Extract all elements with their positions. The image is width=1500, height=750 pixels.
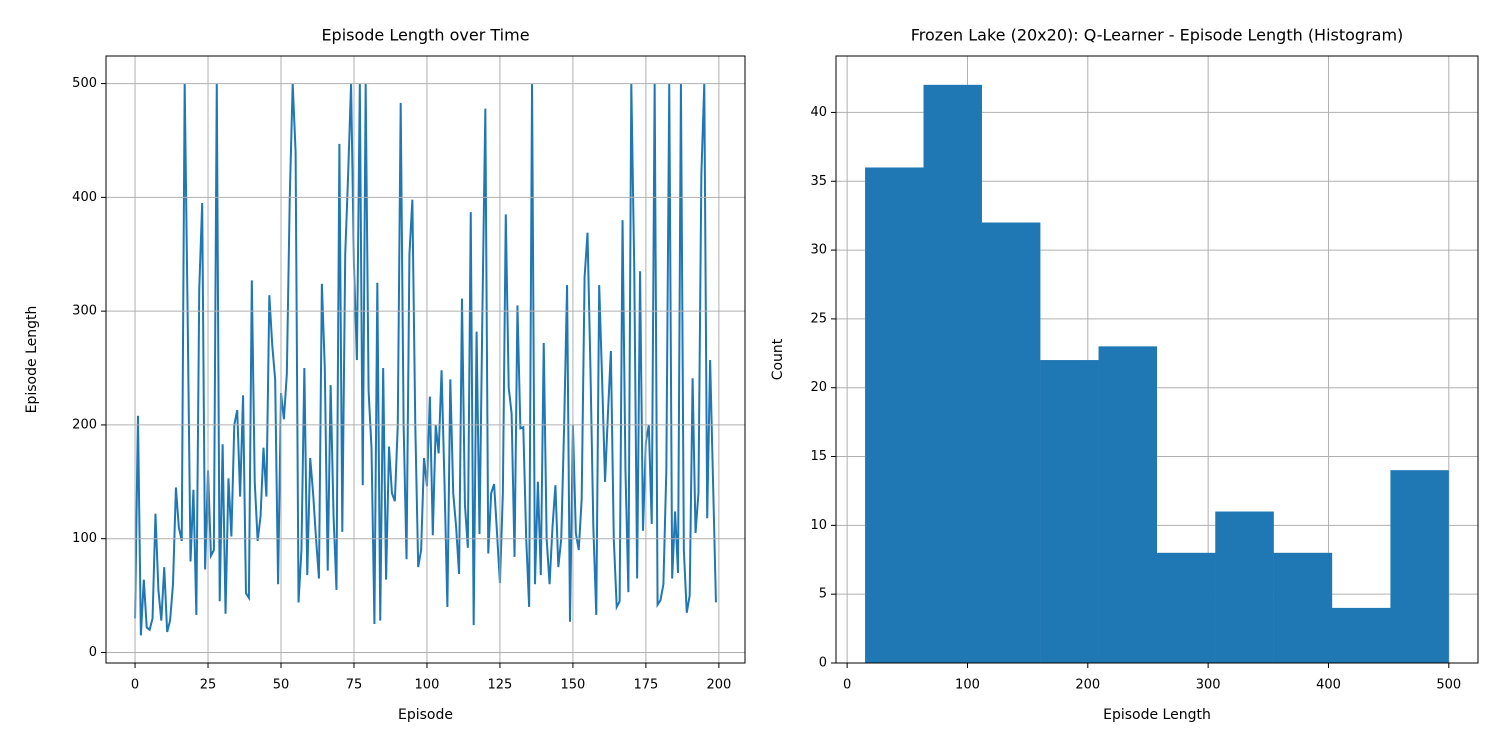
histogram-bar [1332,607,1391,663]
x-axis-label: Episode Length [1103,707,1211,723]
x-tick-label: 175 [633,678,658,693]
y-tick-label: 40 [810,105,827,120]
y-tick-label: 100 [72,531,97,546]
y-tick-label: 30 [810,243,827,258]
x-tick-label: 25 [200,678,217,693]
x-tick-label: 200 [706,678,731,693]
x-tick-label: 100 [415,678,440,693]
x-axis-label: Episode [398,707,453,723]
y-axis-label: Count [770,338,786,380]
y-tick-label: 200 [72,417,97,432]
chart-title: Episode Length over Time [321,26,529,45]
x-tick-label: 0 [843,678,851,693]
y-tick-label: 0 [89,645,97,660]
chart-title: Frozen Lake (20x20): Q-Learner - Episode… [911,26,1404,45]
y-tick-label: 15 [810,449,827,464]
y-tick-label: 35 [810,174,827,189]
histogram-bar [865,167,924,663]
x-tick-label: 75 [346,678,363,693]
histogram-bar [923,84,982,663]
x-tick-label: 125 [488,678,513,693]
y-tick-label: 25 [810,311,827,326]
axes-frame [835,55,1479,664]
y-tick-label: 400 [72,190,97,205]
x-tick-label: 400 [1316,678,1341,693]
y-tick-label: 10 [810,518,827,533]
line-series [134,83,717,636]
y-tick-label: 500 [72,76,97,91]
histogram-bar [1098,346,1157,663]
x-tick-label: 200 [1075,678,1100,693]
histogram-bar [1215,511,1274,663]
x-tick-label: 100 [955,678,980,693]
y-tick-label: 0 [819,656,827,671]
y-axis-label: Episode Length [24,306,40,414]
y-tick-label: 5 [819,587,827,602]
x-tick-label: 50 [273,678,290,693]
x-tick-label: 500 [1436,678,1461,693]
histogram-bar [1040,360,1099,663]
axes-frame [105,55,746,664]
histogram-bar [1273,552,1333,663]
x-tick-label: 0 [131,678,139,693]
x-tick-label: 300 [1196,678,1221,693]
histogram-bar [1390,470,1449,663]
y-tick-label: 300 [72,304,97,319]
histogram-bar [1157,552,1216,663]
histogram-bar [981,222,1041,663]
y-tick-label: 20 [810,380,827,395]
x-tick-label: 150 [561,678,586,693]
